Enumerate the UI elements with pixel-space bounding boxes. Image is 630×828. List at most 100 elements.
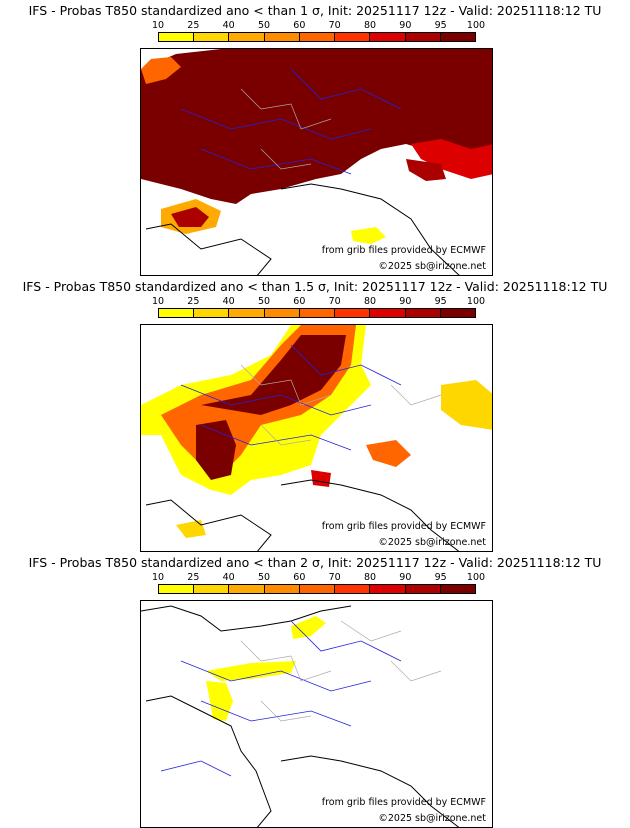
legend-color-swatch — [370, 309, 406, 317]
coastline — [145, 695, 272, 827]
coastline-med — [280, 183, 460, 275]
map-canvas — [141, 325, 492, 551]
legend-color-swatch — [194, 309, 230, 317]
legend-tick-label: 100 — [466, 572, 486, 583]
legend-tick-label: 100 — [466, 20, 486, 31]
legend-tick-label: 40 — [222, 20, 235, 31]
legend-tick-label: 90 — [399, 20, 412, 31]
legend-color-swatch — [229, 33, 265, 41]
legend-tick-label: 60 — [293, 572, 306, 583]
legend-tick-label: 40 — [222, 296, 235, 307]
legend-color-swatch — [229, 309, 265, 317]
legend-tick-label: 25 — [187, 20, 200, 31]
legend-color-swatch — [264, 585, 300, 593]
legend-color-swatch — [264, 33, 300, 41]
map-panel-1: IFS - Probas T850 standardized ano < tha… — [0, 0, 630, 276]
panel-title: IFS - Probas T850 standardized ano < tha… — [22, 279, 608, 294]
legend-tick-label: 100 — [466, 296, 486, 307]
copyright-credit: ©2025 sb@irizone.net — [378, 261, 486, 272]
legend-tick-label: 80 — [363, 296, 377, 307]
legend-tick-label: 90 — [399, 296, 412, 307]
prob-area-spain — [176, 520, 206, 538]
legend-color-swatch — [370, 585, 406, 593]
legend-color-swatch — [159, 585, 195, 593]
legend-tick-label: 40 — [222, 572, 235, 583]
coastline — [145, 499, 272, 551]
legend-tick-label: 95 — [434, 572, 447, 583]
map-canvas — [141, 605, 460, 827]
legend-tick-label: 70 — [328, 20, 341, 31]
legend-color-swatch — [299, 33, 336, 41]
panel-title: IFS - Probas T850 standardized ano < tha… — [28, 3, 602, 18]
legend-tick-label: 25 — [187, 296, 200, 307]
legend-color-swatch — [264, 309, 300, 317]
legend-tick-label: 80 — [363, 20, 377, 31]
legend-tick-label: 60 — [293, 296, 306, 307]
prob-area-brittany — [206, 661, 296, 681]
legend-tick-label: 60 — [293, 20, 306, 31]
legend-color-swatch — [405, 309, 441, 317]
legend-tick-label: 70 — [328, 572, 341, 583]
prob-area-channel — [291, 616, 326, 639]
prob-area-east — [441, 380, 492, 430]
prob-area-alps — [366, 440, 411, 467]
probability-map: from grib files provided by ECMWF ©2025 … — [140, 48, 493, 276]
legend-color-swatch — [335, 309, 371, 317]
prob-area-small — [311, 470, 331, 487]
prob-area-red — [411, 139, 492, 179]
legend-tick-label: 10 — [151, 572, 165, 583]
source-credit: from grib files provided by ECMWF — [321, 797, 486, 808]
legend-ticks: 10 25 40 50 60 70 80 90 95 100 — [152, 572, 485, 584]
legend-color-swatch — [335, 33, 371, 41]
panel-title: IFS - Probas T850 standardized ano < tha… — [28, 555, 602, 570]
legend-tick-label: 10 — [151, 296, 165, 307]
coastline-north — [141, 605, 352, 632]
legend-color-swatch — [405, 33, 441, 41]
legend-tick-label: 50 — [257, 296, 271, 307]
legend-color-swatch — [299, 309, 336, 317]
prob-area-dark-red — [406, 159, 446, 181]
legend-color-swatch — [440, 33, 475, 41]
color-scale — [158, 32, 476, 42]
legend-color-swatch — [405, 585, 441, 593]
legend-tick-label: 25 — [187, 572, 200, 583]
legend-tick-label: 10 — [151, 20, 165, 31]
coastline — [145, 223, 272, 275]
prob-area-orange — [141, 57, 181, 84]
borders — [240, 364, 442, 446]
color-scale — [158, 584, 476, 594]
legend-color-swatch — [335, 585, 371, 593]
legend-tick-label: 50 — [257, 572, 271, 583]
color-scale — [158, 308, 476, 318]
legend-color-swatch — [370, 33, 406, 41]
coastline-med — [280, 479, 460, 551]
legend-color-swatch — [159, 33, 195, 41]
legend-tick-label: 50 — [257, 20, 271, 31]
map-canvas — [141, 49, 492, 275]
rivers — [160, 620, 402, 777]
map-panel-3: IFS - Probas T850 standardized ano < tha… — [0, 552, 630, 828]
legend-color-swatch — [229, 585, 265, 593]
prob-area-dark — [141, 49, 492, 204]
legend-tick-label: 70 — [328, 296, 341, 307]
legend-tick-label: 95 — [434, 20, 447, 31]
legend-color-swatch — [440, 585, 475, 593]
legend-color-swatch — [299, 585, 336, 593]
probability-map: from grib files provided by ECMWF ©2025 … — [140, 324, 493, 552]
map-panel-2: IFS - Probas T850 standardized ano < tha… — [0, 276, 630, 552]
source-credit: from grib files provided by ECMWF — [321, 245, 486, 256]
copyright-credit: ©2025 sb@irizone.net — [378, 813, 486, 824]
legend-color-swatch — [440, 309, 475, 317]
legend-tick-label: 90 — [399, 572, 412, 583]
copyright-credit: ©2025 sb@irizone.net — [378, 537, 486, 548]
borders — [240, 88, 332, 170]
rivers — [180, 68, 402, 175]
prob-area-dark — [201, 335, 346, 415]
source-credit: from grib files provided by ECMWF — [321, 521, 486, 532]
borders — [240, 620, 442, 722]
legend-color-swatch — [159, 309, 195, 317]
probability-map: from grib files provided by ECMWF ©2025 … — [140, 600, 493, 828]
legend-color-swatch — [194, 33, 230, 41]
legend-color-swatch — [194, 585, 230, 593]
legend-tick-label: 95 — [434, 296, 447, 307]
